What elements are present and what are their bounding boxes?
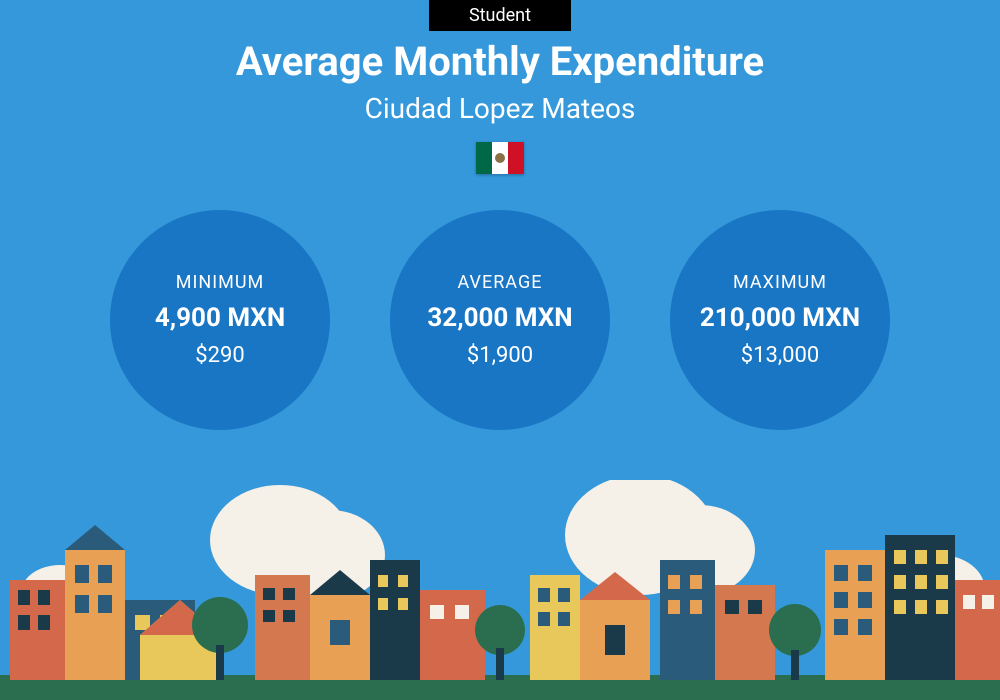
cityscape-illustration: [0, 480, 1000, 700]
stat-label: AVERAGE: [458, 272, 543, 293]
stat-value-usd: $1,900: [467, 343, 533, 368]
stat-value-mxn: 210,000 MXN: [700, 303, 860, 333]
page-title: Average Monthly Expenditure: [0, 38, 1000, 85]
stat-circles-row: MINIMUM 4,900 MXN $290 AVERAGE 32,000 MX…: [0, 210, 1000, 430]
city-name: Ciudad Lopez Mateos: [0, 92, 1000, 125]
country-flag-icon: [476, 142, 524, 174]
stat-value-mxn: 4,900 MXN: [155, 303, 285, 333]
category-badge: Student: [429, 0, 571, 31]
flag-stripe-center: [492, 142, 508, 174]
stat-value-usd: $13,000: [741, 343, 820, 368]
stat-label: MAXIMUM: [733, 272, 827, 293]
flag-stripe-right: [508, 142, 524, 174]
stat-value-mxn: 32,000 MXN: [427, 303, 572, 333]
stat-circle-minimum: MINIMUM 4,900 MXN $290: [110, 210, 330, 430]
flag-stripe-left: [476, 142, 492, 174]
stat-value-usd: $290: [195, 343, 244, 368]
flag-emblem-icon: [495, 153, 505, 163]
stat-label: MINIMUM: [176, 272, 264, 293]
stat-circle-maximum: MAXIMUM 210,000 MXN $13,000: [670, 210, 890, 430]
stat-circle-average: AVERAGE 32,000 MXN $1,900: [390, 210, 610, 430]
